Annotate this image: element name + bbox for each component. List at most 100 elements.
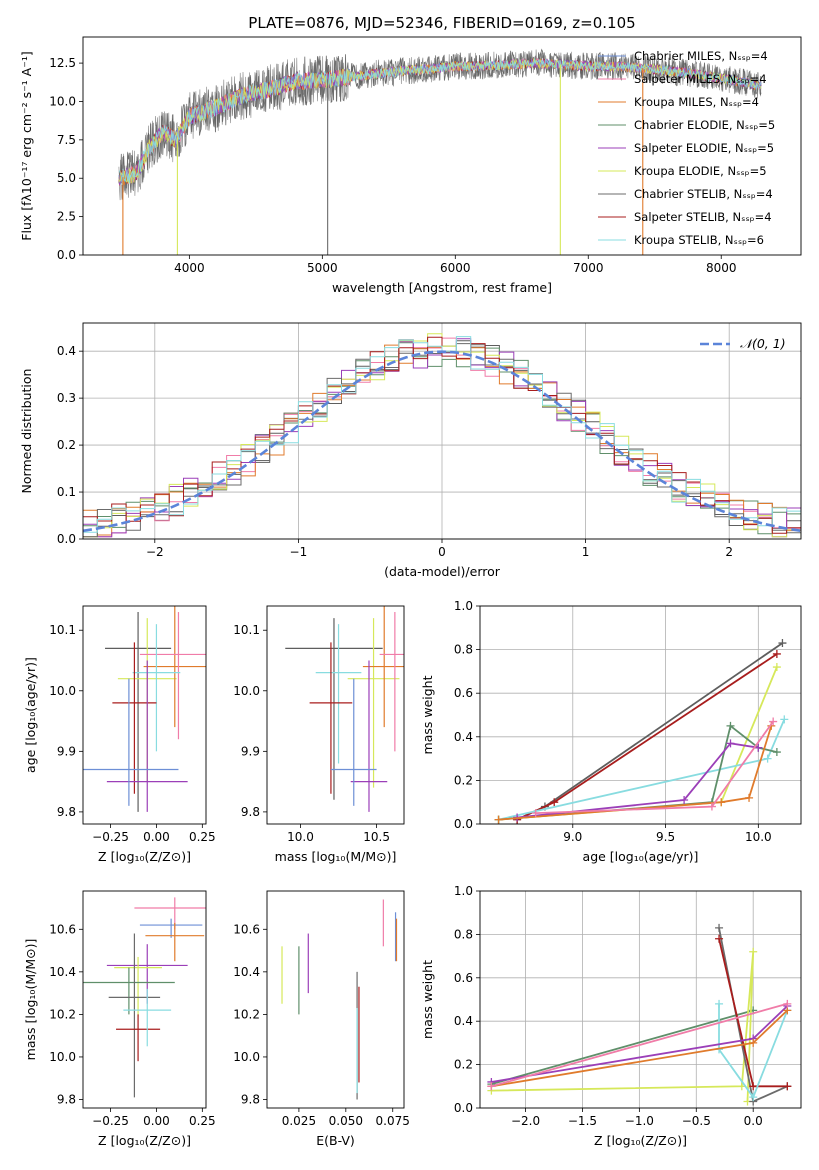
x-tick-label: 0.0 xyxy=(744,1114,763,1128)
y-axis-label: mass weight xyxy=(420,960,435,1039)
plus-marker xyxy=(749,1093,758,1102)
x-axis-label: Z [log₁₀(Z/Z⊙)] xyxy=(98,1133,191,1148)
weight-lines xyxy=(487,923,792,1106)
y-axis-label: Flux [fλ10⁻¹⁷ erg cm⁻² s⁻¹ A⁻¹] xyxy=(19,51,34,240)
data-point xyxy=(106,660,188,812)
x-axis-label: mass [log₁₀(M/M⊙)] xyxy=(275,849,397,864)
y-tick-label: 0.4 xyxy=(454,730,473,744)
x-tick-label: −2 xyxy=(146,545,164,559)
weight-series xyxy=(491,951,755,1102)
data-point xyxy=(105,612,172,812)
weight-series xyxy=(491,1002,788,1088)
x-axis-label: age [log₁₀(age/yr)] xyxy=(583,849,699,864)
y-tick-label: 10.2 xyxy=(233,1007,260,1021)
data-point xyxy=(123,988,172,1047)
x-tick-label: −2.0 xyxy=(511,1114,540,1128)
x-tick-label: 0.25 xyxy=(189,1114,216,1128)
x-tick-label: 0.25 xyxy=(189,830,216,844)
y-axis-label: Normed distribution xyxy=(19,369,34,494)
data-point xyxy=(347,618,400,788)
y-tick-label: 0.4 xyxy=(454,1014,473,1028)
data-point xyxy=(139,918,203,938)
y-tick-label: 0.8 xyxy=(454,927,473,941)
x-tick-label: −1.0 xyxy=(625,1114,654,1128)
panel-mass_weight_vs_Z: −2.0 −1.5 −1.0 −0.5 0.0 0.0 0.2 0.4 0.6 0.8 1.0 Z [… xyxy=(420,884,802,1148)
data-point xyxy=(116,1014,161,1062)
plus-marker xyxy=(749,1082,758,1091)
x-tick-label: 0.00 xyxy=(143,830,170,844)
y-tick-label: 9.8 xyxy=(241,805,260,819)
panel-age_vs_mass: 10.0 10.5 9.8 9.9 10.0 10.1 mass [log₁₀(M/M⊙)] xyxy=(233,605,405,864)
error-bars xyxy=(285,606,404,812)
y-tick-label: 7.5 xyxy=(57,133,76,147)
x-tick-label: 10.0 xyxy=(745,830,772,844)
y-tick-label: 0.6 xyxy=(454,686,473,700)
plus-marker xyxy=(754,743,763,752)
panel-residuals: −2 −1 0 1 2 0.0 0.1 0.2 0.3 0.4 (data-model)/error… xyxy=(19,322,802,579)
panel-age_vs_Z: −0.25 0.00 0.25 9.8 9.9 10.0 10.1 Z [log₁₀(Z/Z⊙… xyxy=(23,605,216,864)
plus-marker xyxy=(749,1038,758,1047)
y-tick-label: 10.4 xyxy=(49,965,76,979)
data-point xyxy=(309,642,353,794)
y-tick-label: 10.2 xyxy=(49,1007,76,1021)
y-tick-label: 9.9 xyxy=(57,744,76,758)
y-tick-label: 0.6 xyxy=(454,971,473,985)
x-tick-label: 4000 xyxy=(174,261,205,275)
y-tick-label: 0.2 xyxy=(454,773,473,787)
y-tick-label: 10.0 xyxy=(49,94,76,108)
data-point xyxy=(330,678,377,806)
data-point xyxy=(83,678,179,806)
x-tick-label: 8000 xyxy=(706,261,737,275)
weight-series xyxy=(516,642,783,821)
panel-mass_weight_vs_age: 9.0 9.5 10.0 0.0 0.2 0.4 0.6 0.8 1.0 age [log₁₀(a… xyxy=(420,599,802,864)
y-tick-label: 12.5 xyxy=(49,56,76,70)
plus-marker xyxy=(715,923,724,932)
plus-marker xyxy=(726,721,735,730)
y-axis-label: age [log₁₀(age/yr)] xyxy=(23,657,38,773)
spectrum-lines xyxy=(118,48,762,255)
x-tick-label: 0.025 xyxy=(282,1114,316,1128)
axes-frame xyxy=(479,605,802,825)
data-point xyxy=(362,606,404,728)
plus-marker xyxy=(487,1082,496,1091)
error-bars xyxy=(83,606,206,812)
legend-entry: 𝒩(0, 1) xyxy=(740,336,786,351)
y-tick-label: 10.1 xyxy=(49,623,76,637)
y-tick-label: 10.0 xyxy=(233,684,260,698)
y-tick-label: 0.0 xyxy=(57,532,76,546)
panel-mass_vs_Z: −0.25 0.00 0.25 9.8 10.0 10.2 10.4 10.6 Z [log₁₀… xyxy=(23,890,216,1148)
y-tick-label: 10.4 xyxy=(233,965,260,979)
plus-marker xyxy=(531,809,540,818)
y-tick-label: 9.8 xyxy=(57,805,76,819)
panel-mass_vs_ebv: 0.025 0.050 0.075 9.8 10.0 10.2 10.4 10.6 E(B-V) xyxy=(233,890,410,1148)
data-point xyxy=(114,956,162,1017)
x-tick-label: 9.5 xyxy=(656,830,675,844)
axes-frame xyxy=(82,890,207,1109)
legend-entry: Kroupa STELIB, Nₛₛₚ=6 xyxy=(634,233,764,247)
axes-frame xyxy=(479,890,802,1109)
histogram-series xyxy=(83,336,801,533)
x-axis-label: E(B-V) xyxy=(316,1133,355,1148)
y-tick-label: 10.0 xyxy=(233,1050,260,1064)
x-axis-label: Z [log₁₀(Z/Z⊙)] xyxy=(98,849,191,864)
plus-marker xyxy=(783,1082,792,1091)
y-tick-label: 9.8 xyxy=(57,1092,76,1106)
data-point xyxy=(132,624,181,752)
x-tick-label: 0.075 xyxy=(376,1114,410,1128)
error-bars xyxy=(281,899,398,1100)
data-point xyxy=(83,967,175,1015)
y-tick-label: 10.0 xyxy=(49,684,76,698)
plus-marker xyxy=(745,793,754,802)
data-point xyxy=(139,612,206,740)
normal-curve xyxy=(83,350,801,533)
axes-frame xyxy=(82,605,207,825)
data-point xyxy=(112,642,157,794)
plus-marker xyxy=(726,739,735,748)
plus-marker xyxy=(715,999,724,1008)
weight-series xyxy=(718,1003,789,1100)
y-tick-label: 1.0 xyxy=(454,599,473,613)
weight-lines xyxy=(494,639,789,824)
plus-marker xyxy=(769,717,778,726)
legend-entry: Kroupa MILES, Nₛₛₚ=4 xyxy=(634,95,759,109)
